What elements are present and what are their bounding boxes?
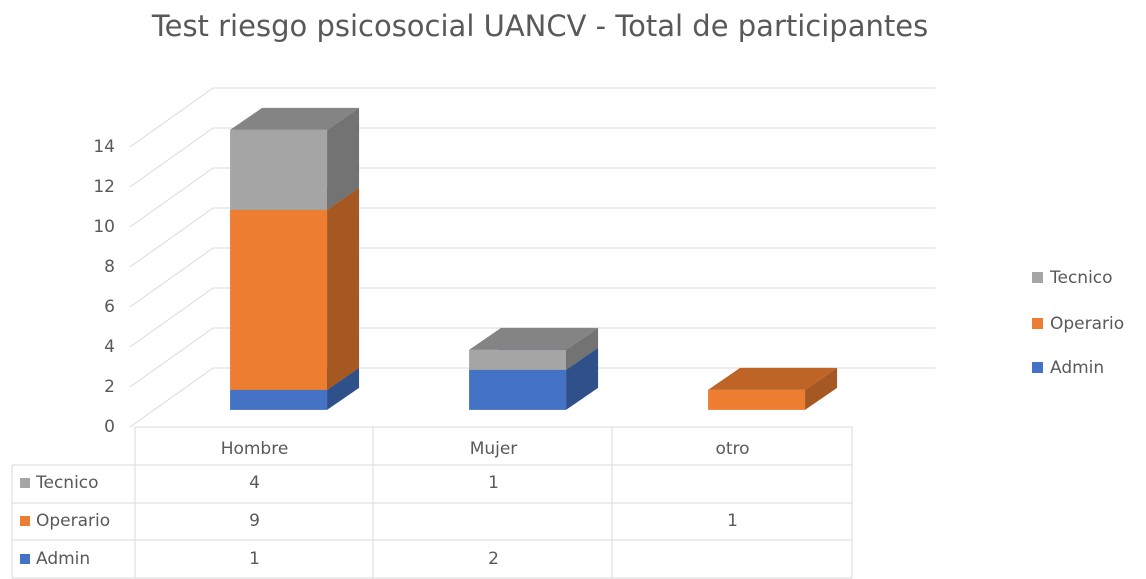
legend-label: Admin	[1050, 358, 1104, 378]
legend-key	[1032, 318, 1043, 329]
x-tick-label: Mujer	[470, 439, 518, 459]
bar-side	[327, 107, 360, 210]
grid-line	[129, 247, 214, 308]
table-cell: 1	[727, 511, 738, 531]
table-row-label: Operario	[36, 511, 110, 531]
x-tick-label: Hombre	[221, 439, 289, 459]
table-cell: 1	[249, 549, 260, 569]
table-cell: 4	[249, 473, 260, 493]
table-row-label: Admin	[36, 549, 90, 569]
y-tick-label: 12	[93, 177, 115, 197]
y-tick-label: 2	[104, 377, 115, 397]
grid-line	[129, 367, 214, 428]
legend-label: Tecnico	[1049, 268, 1113, 288]
chart-title: Test riesgo psicosocial UANCV - Total de…	[151, 9, 928, 43]
bar-front	[230, 129, 328, 210]
table-cell: 9	[249, 511, 260, 531]
table-legend-key	[20, 554, 30, 564]
bar-front	[230, 389, 328, 410]
legend-key	[1032, 272, 1043, 283]
bar-front	[469, 369, 567, 410]
y-tick-label: 0	[104, 417, 115, 437]
x-tick-label: otro	[715, 439, 749, 459]
bar-side	[805, 367, 838, 410]
bar-side	[566, 347, 599, 410]
bar-side	[327, 187, 360, 390]
bar-top	[469, 327, 599, 350]
bar-top	[230, 107, 360, 130]
grid-line	[129, 127, 214, 188]
y-tick-label: 4	[104, 337, 115, 357]
table-legend-key	[20, 478, 30, 488]
grid-line	[129, 167, 214, 228]
grid-line	[129, 87, 214, 148]
bar-side	[327, 367, 360, 410]
y-tick-label: 10	[93, 217, 115, 237]
bar-front	[469, 349, 567, 370]
table-cell: 2	[488, 549, 499, 569]
grid-line	[129, 287, 214, 348]
y-tick-label: 8	[104, 257, 115, 277]
table-row-label: Tecnico	[35, 473, 99, 493]
grid-line	[129, 327, 214, 388]
legend-key	[1032, 362, 1043, 373]
bar-side	[566, 327, 599, 370]
bar-front	[230, 209, 328, 390]
table-legend-key	[20, 516, 30, 526]
grid-line	[129, 207, 214, 268]
y-tick-label: 6	[104, 297, 115, 317]
table-cell: 1	[488, 473, 499, 493]
legend-label: Operario	[1050, 314, 1124, 334]
y-tick-label: 14	[93, 137, 115, 157]
bar-top	[708, 367, 838, 390]
data-table-grid	[11, 426, 853, 579]
bar-front	[708, 389, 806, 410]
